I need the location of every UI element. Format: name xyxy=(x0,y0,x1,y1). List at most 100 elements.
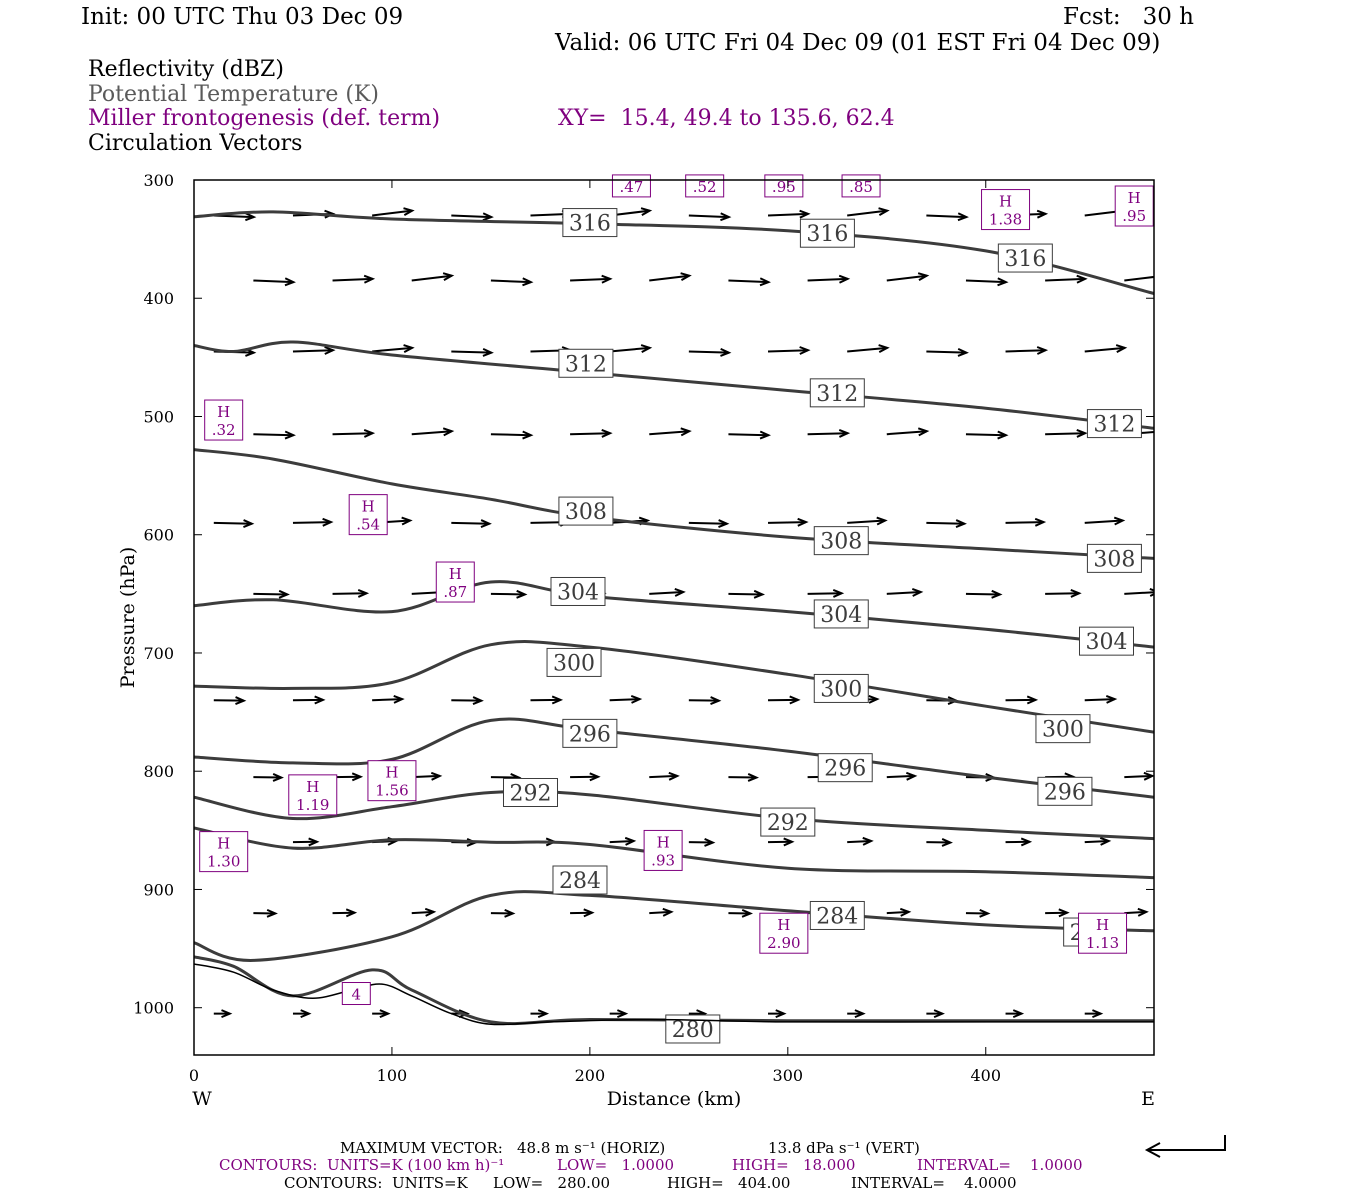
circulation-vector-head xyxy=(674,588,686,597)
circulation-vector-head xyxy=(403,344,415,353)
circulation-vector xyxy=(847,346,888,353)
circulation-vector-head xyxy=(759,277,771,287)
circulation-vector-head xyxy=(357,588,370,598)
fronto-max-h: H xyxy=(777,916,790,934)
circulation-vector-head xyxy=(789,695,801,705)
y-tick-label: 300 xyxy=(143,171,174,190)
fronto-max-box xyxy=(1078,912,1128,954)
x-tick-label: 0 xyxy=(189,1066,199,1085)
circulation-vector-head xyxy=(480,519,492,528)
field-reflectivity: Reflectivity (dBZ) xyxy=(88,57,284,82)
circulation-vector xyxy=(649,910,672,915)
valid-time: Valid: 06 UTC Fri 04 Dec 09 (01 EST Fri … xyxy=(555,30,1161,56)
circulation-vector-head xyxy=(1099,836,1112,846)
theta-label-box xyxy=(813,673,869,703)
forecast-hour: Fcst: 30 h xyxy=(1063,4,1194,30)
y-tick-label: 700 xyxy=(143,644,174,663)
theta-contour-288 xyxy=(194,826,1154,880)
fronto-max-h: H xyxy=(1128,189,1141,207)
theta-label: 284 xyxy=(559,869,601,894)
circulation-vector xyxy=(1084,698,1115,702)
y-tick-label: 1000 xyxy=(133,999,174,1018)
theta-label-box xyxy=(552,865,608,895)
circulation-vector-head xyxy=(862,836,874,846)
circulation-vector xyxy=(490,279,531,284)
circulation-vector-head xyxy=(504,908,516,918)
circulation-vector xyxy=(451,521,490,525)
circulation-vector-head xyxy=(1058,908,1070,918)
circulation-vector-head xyxy=(753,589,766,599)
circulation-vector xyxy=(847,209,888,217)
circulation-vectors xyxy=(213,207,1154,1019)
circulation-vector xyxy=(451,214,492,219)
circulation-vector xyxy=(926,214,967,219)
fronto-max-box xyxy=(348,494,388,536)
circulation-vector-head xyxy=(1105,694,1118,704)
circulation-vector-head xyxy=(472,696,484,705)
circulation-vector-head xyxy=(704,838,716,847)
x-tick-label: 400 xyxy=(970,1066,1001,1085)
circulation-vector-head xyxy=(522,430,534,440)
circulation-vector xyxy=(411,274,452,282)
max-vector-vert: 13.8 dPa s⁻¹ (VERT) xyxy=(768,1139,920,1157)
theta-label: 312 xyxy=(1093,413,1135,438)
fronto-max-h: H xyxy=(1096,916,1109,934)
circulation-vector-head xyxy=(933,1009,945,1019)
fronto-max-h: H xyxy=(217,835,230,853)
circulation-vector xyxy=(372,698,403,702)
circulation-vector-head xyxy=(979,908,991,918)
circulation-vector xyxy=(570,432,611,436)
theta-label: 308 xyxy=(820,530,862,555)
circulation-vector-head xyxy=(284,277,296,287)
circulation-vector-head xyxy=(393,694,405,704)
circulation-vector xyxy=(728,279,769,284)
circulation-vector-head xyxy=(284,430,296,440)
theta-label: 300 xyxy=(1042,718,1084,743)
theta-contour-280 xyxy=(194,955,1154,1026)
y-tick-label: 900 xyxy=(143,880,174,899)
circulation-vector xyxy=(886,910,909,915)
theta-label: 308 xyxy=(1093,547,1135,572)
circulation-vector xyxy=(1005,349,1046,353)
circulation-vector-head xyxy=(710,696,722,705)
circulation-vector-head xyxy=(957,347,969,357)
theta-contour-300 xyxy=(194,640,1154,734)
theta-label-box xyxy=(1035,714,1091,744)
contours-theta-low: LOW= 280.00 xyxy=(493,1174,611,1192)
fronto-max-box xyxy=(288,774,338,816)
circulation-vector-head xyxy=(345,908,358,918)
contours-theta-high: HIGH= 404.00 xyxy=(667,1174,791,1192)
y-tick-label: 600 xyxy=(143,526,174,545)
circulation-vector xyxy=(332,592,367,595)
theta-label-box xyxy=(558,496,614,526)
init-time: Init: 00 UTC Thu 03 Dec 09 xyxy=(81,4,404,30)
circulation-vector-head xyxy=(522,277,534,287)
circulation-vector xyxy=(886,430,927,436)
fronto-max-h: H xyxy=(449,565,462,583)
circulation-vector xyxy=(451,350,492,354)
circulation-vector-head xyxy=(235,696,247,705)
circulation-vector xyxy=(767,349,809,353)
circulation-vector xyxy=(1124,591,1154,595)
theta-label: 292 xyxy=(767,811,809,836)
circulation-vector-head xyxy=(997,430,1009,440)
circulation-vector-head xyxy=(583,908,595,918)
circulation-vector-head xyxy=(266,908,278,918)
theta-label-box xyxy=(550,576,606,606)
theta-label-box xyxy=(1078,626,1134,656)
circulation-vector-head xyxy=(911,588,924,597)
circulation-vector-head xyxy=(308,837,320,847)
circulation-vector-head xyxy=(601,274,613,284)
theta-label-box xyxy=(799,218,855,248)
theta-label-box xyxy=(562,718,618,748)
circulation-vector-head xyxy=(616,1009,629,1019)
fronto-max-box xyxy=(759,912,809,954)
circulation-vector-head xyxy=(1026,695,1039,705)
circulation-vector-head xyxy=(1036,346,1049,355)
theta-label-box xyxy=(546,647,602,677)
circulation-vector-head xyxy=(300,1009,312,1019)
circulation-vector xyxy=(688,521,727,525)
contours-theta-units: CONTOURS: UNITS=K xyxy=(284,1174,468,1192)
circulation-vector-head xyxy=(797,517,809,527)
circulation-vector-head xyxy=(442,427,455,437)
